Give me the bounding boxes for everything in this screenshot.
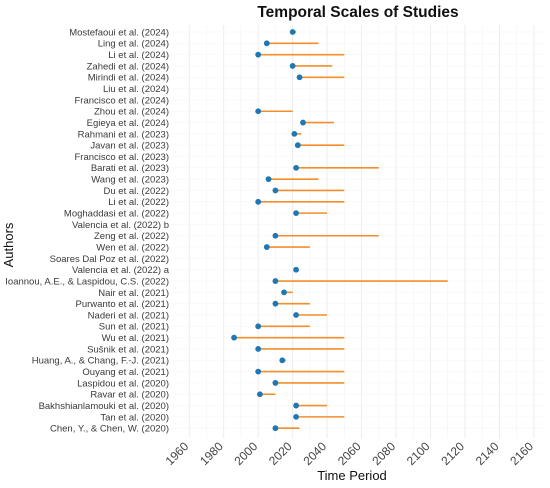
author-label: Moghaddasi et al. (2022) bbox=[64, 209, 169, 220]
author-label: Ling et al. (2024) bbox=[98, 39, 169, 50]
start-point bbox=[293, 312, 299, 318]
start-point bbox=[293, 413, 299, 420]
author-label: Zeng et al. (2022) bbox=[94, 231, 169, 242]
author-label: Soares Dal Poz et al. (2022) bbox=[50, 254, 169, 265]
start-point bbox=[272, 380, 279, 386]
author-label: Sušnik et al. (2021) bbox=[87, 344, 169, 355]
start-point bbox=[289, 63, 296, 69]
author-label: Francisco et al. (2023) bbox=[74, 152, 169, 163]
author-label: Chen, Y., & Chen, W. (2020) bbox=[50, 424, 169, 435]
start-point bbox=[255, 346, 262, 352]
start-point bbox=[255, 198, 262, 205]
author-label: Ouyang et al. (2021) bbox=[82, 367, 169, 378]
start-point bbox=[272, 187, 279, 194]
start-point bbox=[289, 29, 296, 35]
author-label: Zhou et al. (2024) bbox=[94, 107, 169, 118]
start-point bbox=[279, 357, 286, 364]
start-point bbox=[272, 300, 279, 307]
author-label: Li et al. (2022) bbox=[108, 197, 169, 208]
author-label: Javan et al. (2023) bbox=[90, 141, 169, 152]
author-label: Barati et al. (2023) bbox=[91, 163, 169, 174]
author-label-layer: Mostefaoui et al. (2024)Ling et al. (202… bbox=[5, 27, 169, 434]
author-label: Bakhshianlamouki et al. (2020) bbox=[39, 401, 169, 412]
author-label: Naderi et al. (2021) bbox=[88, 310, 169, 321]
start-point bbox=[293, 402, 299, 409]
author-label: Ravar et al. (2020) bbox=[90, 390, 169, 401]
author-label: Mostefaoui et al. (2024) bbox=[69, 27, 169, 38]
segment-layer bbox=[234, 31, 448, 430]
start-point bbox=[255, 51, 262, 58]
author-label: Nair et al. (2021) bbox=[98, 288, 169, 299]
start-point bbox=[265, 176, 272, 183]
start-point bbox=[291, 130, 298, 137]
author-label: Laspidou et al. (2020) bbox=[77, 378, 169, 389]
chart-title: Temporal Scales of Studies bbox=[257, 4, 458, 21]
author-label: Wu et al. (2021) bbox=[102, 333, 169, 344]
author-label: Rahmani et al. (2023) bbox=[78, 129, 169, 140]
start-point bbox=[263, 244, 270, 250]
author-label: Valencia et al. (2022) a bbox=[72, 265, 170, 276]
start-point bbox=[296, 74, 303, 81]
author-label: Egieya et al. (2024) bbox=[87, 118, 169, 129]
start-point bbox=[294, 142, 301, 149]
author-label: Tan et al. (2020) bbox=[100, 412, 169, 423]
start-point bbox=[293, 266, 299, 273]
author-label: Zahedi et al. (2024) bbox=[87, 61, 169, 72]
start-point bbox=[231, 334, 237, 341]
author-label: Du et al. (2022) bbox=[104, 186, 169, 197]
start-point bbox=[293, 210, 299, 217]
author-label: Wang et al. (2023) bbox=[91, 175, 169, 186]
start-point bbox=[255, 323, 262, 330]
author-label: Valencia et al. (2022) b bbox=[72, 220, 169, 231]
start-point bbox=[272, 278, 279, 284]
start-point bbox=[263, 40, 270, 47]
author-label: Huang, A., & Chang, F.-J. (2021) bbox=[32, 356, 169, 367]
start-point bbox=[293, 164, 299, 171]
start-point bbox=[281, 289, 287, 296]
author-label: Li et al. (2024) bbox=[108, 50, 169, 61]
author-label: Sun et al. (2021) bbox=[99, 322, 169, 333]
author-label: Francisco et al. (2024) bbox=[74, 95, 169, 106]
grid-layer bbox=[172, 25, 546, 438]
author-label: Wen et al. (2022) bbox=[96, 242, 169, 253]
start-point bbox=[300, 119, 306, 126]
start-point bbox=[255, 108, 262, 115]
start-point bbox=[272, 232, 279, 239]
author-label: Mirindi et al. (2024) bbox=[88, 73, 169, 84]
start-point bbox=[255, 368, 262, 375]
author-label: Liu et al. (2024) bbox=[103, 84, 169, 95]
author-label: Ioannou, A.E., & Laspidou, C.S. (2022) bbox=[5, 276, 169, 287]
start-point bbox=[256, 391, 263, 398]
point-layer bbox=[231, 29, 306, 432]
start-point bbox=[272, 425, 279, 432]
author-label: Purwanto et al. (2021) bbox=[76, 299, 169, 310]
y-axis-label: Authors bbox=[1, 222, 16, 267]
x-axis-label: Time Period bbox=[317, 468, 387, 483]
